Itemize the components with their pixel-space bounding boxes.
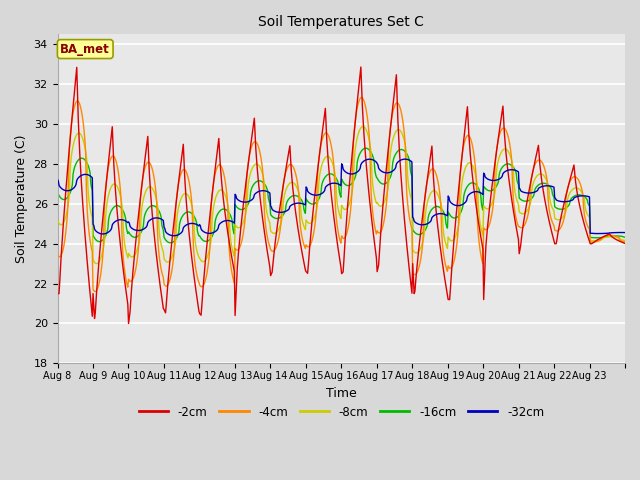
Legend: -2cm, -4cm, -8cm, -16cm, -32cm: -2cm, -4cm, -8cm, -16cm, -32cm: [134, 401, 548, 423]
X-axis label: Time: Time: [326, 386, 356, 399]
Y-axis label: Soil Temperature (C): Soil Temperature (C): [15, 134, 28, 263]
Text: BA_met: BA_met: [60, 43, 110, 56]
Title: Soil Temperatures Set C: Soil Temperatures Set C: [259, 15, 424, 29]
